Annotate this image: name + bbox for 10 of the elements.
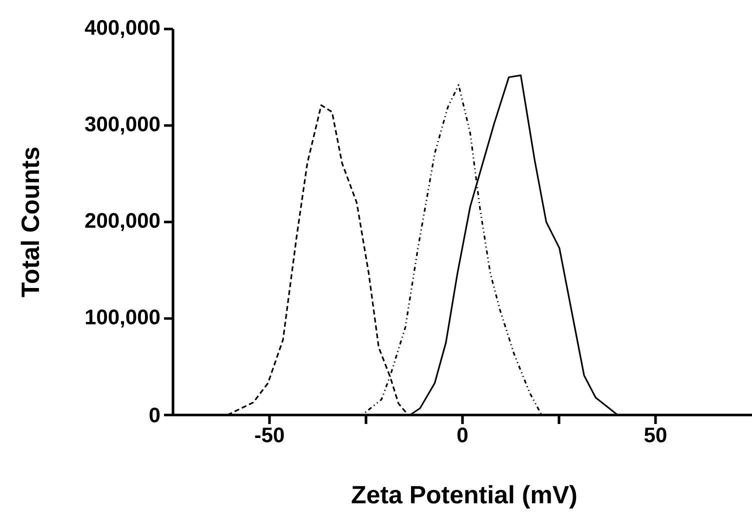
x-tick-label: -50 [255, 428, 284, 442]
y-tick-label: 200,000 [85, 213, 160, 231]
y-tick-label: 0 [150, 408, 160, 422]
y-tick-label: 300,000 [85, 116, 160, 134]
x-tick-label: 0 [457, 428, 468, 442]
x-tick-label: 50 [644, 428, 666, 442]
y-axis-title: Total Counts [20, 148, 40, 298]
y-tick-label: 100,000 [86, 310, 160, 328]
x-axis-title: Zeta Potential (mV) [352, 485, 576, 508]
y-tick-label: 400,000 [84, 20, 160, 38]
